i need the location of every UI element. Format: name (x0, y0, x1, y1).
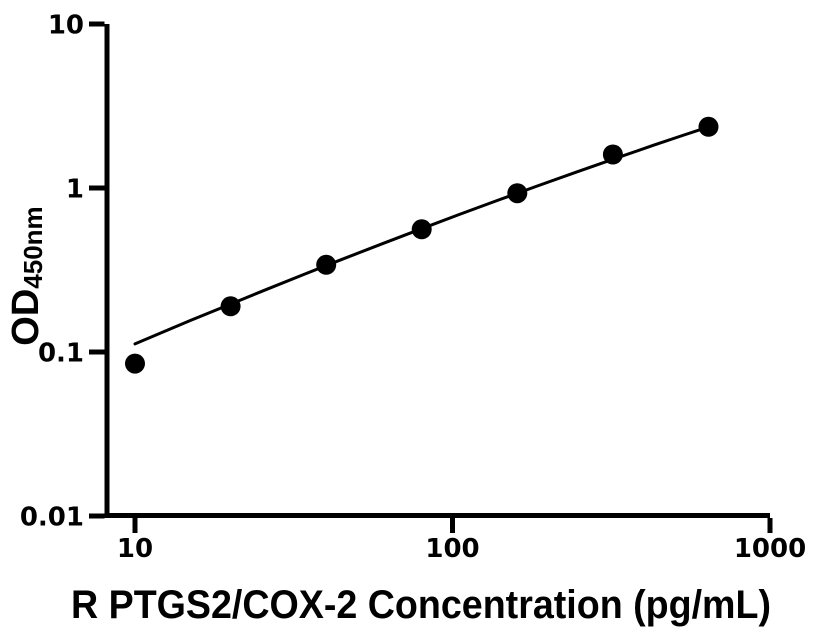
data-point (125, 353, 145, 374)
data-point (220, 296, 241, 317)
data-point (507, 183, 528, 204)
axes-layer: 0.01 0.1 1 10 10 100 1000 (20, 11, 806, 565)
data-layer (125, 116, 719, 374)
y-tick-label: 0.1 (38, 339, 84, 369)
data-point (316, 254, 337, 275)
y-axis-title: OD450nm (5, 206, 48, 345)
data-point (411, 219, 432, 240)
x-tick-label: 10 (117, 534, 153, 564)
data-point (698, 116, 719, 137)
y-tick-label: 1 (66, 175, 84, 205)
x-axis-title: R PTGS2/COX-2 Concentration (pg/mL) (71, 583, 771, 627)
data-point (602, 144, 623, 165)
y-tick-label: 0.01 (20, 503, 84, 533)
x-tick-label: 1000 (734, 534, 806, 564)
y-axis-title-main: OD (5, 289, 47, 346)
y-axis-title-subscript: 450nm (18, 206, 48, 288)
x-tick-label: 100 (425, 534, 479, 564)
y-tick-label: 10 (48, 11, 84, 41)
